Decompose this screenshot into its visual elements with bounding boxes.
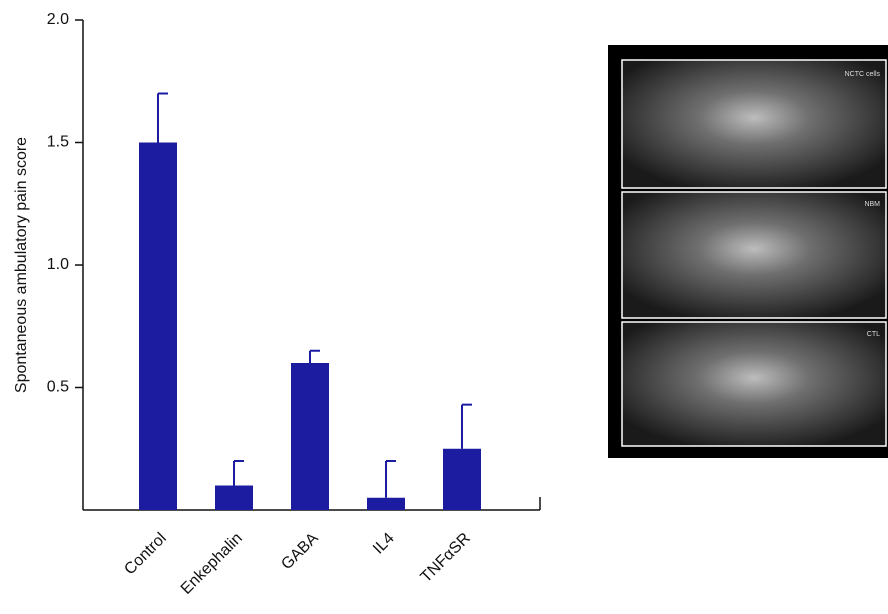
panel-label: NBM [864,201,880,208]
bar [443,449,481,510]
x-tick-label: Control [121,530,170,579]
y-tick-label: 0.5 [47,379,69,396]
bar [215,486,253,511]
error-bar [310,351,320,363]
error-bar [158,94,168,143]
y-tick-label: 1.0 [47,256,69,273]
chart: Spontaneous ambulatory pain score NCTC c… [0,0,888,614]
y-tick-label: 1.5 [47,134,69,151]
error-bar [386,461,396,498]
x-tick-label: Enkephalin [178,530,246,598]
x-tick-label: IL4 [370,530,398,558]
panel-label: CTL [867,331,880,338]
xray-image [622,60,886,188]
image-panel: NCTC cells NBM CTL [608,45,888,458]
xray-image [622,192,886,318]
xray-image [622,322,886,446]
bar [291,363,329,510]
y-tick-label: 2.0 [47,11,69,28]
x-tick-label: GABA [278,530,322,574]
error-bar [462,405,472,449]
bar [139,143,177,511]
panel-label: NCTC cells [845,71,881,78]
error-bar [234,461,244,486]
x-tick-label: TNFαSR [418,530,474,586]
bar [367,498,405,510]
y-axis-label: Spontaneous ambulatory pain score [13,137,30,393]
